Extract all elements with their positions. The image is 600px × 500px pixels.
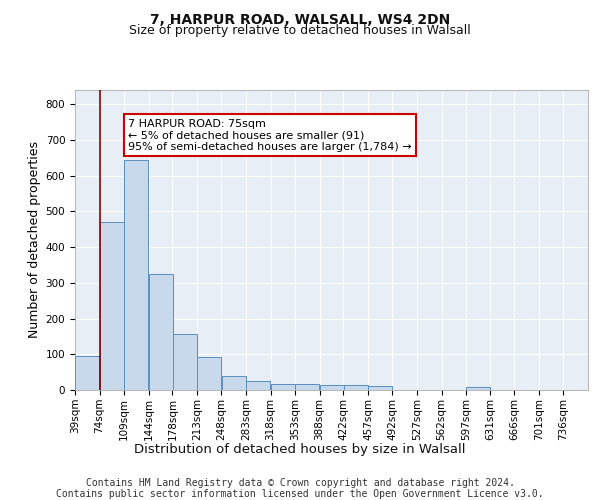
Bar [197, 357, 221, 390]
Text: 7 HARPUR ROAD: 75sqm
← 5% of detached houses are smaller (91)
95% of semi-detach: 7 HARPUR ROAD: 75sqm ← 5% of detached ho… [128, 118, 412, 152]
Bar [295, 384, 319, 390]
Bar [246, 381, 271, 390]
Y-axis label: Number of detached properties: Number of detached properties [28, 142, 41, 338]
Bar [368, 386, 392, 390]
Bar [271, 384, 295, 390]
Bar [320, 384, 344, 390]
Text: Contains HM Land Registry data © Crown copyright and database right 2024.: Contains HM Land Registry data © Crown c… [86, 478, 514, 488]
Bar [221, 376, 246, 390]
Bar [466, 387, 490, 390]
Bar [100, 222, 124, 390]
Text: Size of property relative to detached houses in Walsall: Size of property relative to detached ho… [129, 24, 471, 37]
Bar [75, 356, 100, 390]
Text: Contains public sector information licensed under the Open Government Licence v3: Contains public sector information licen… [56, 489, 544, 499]
Bar [124, 160, 148, 390]
Bar [344, 385, 368, 390]
Text: 7, HARPUR ROAD, WALSALL, WS4 2DN: 7, HARPUR ROAD, WALSALL, WS4 2DN [150, 12, 450, 26]
Text: Distribution of detached houses by size in Walsall: Distribution of detached houses by size … [134, 442, 466, 456]
Bar [173, 334, 197, 390]
Bar [149, 274, 173, 390]
